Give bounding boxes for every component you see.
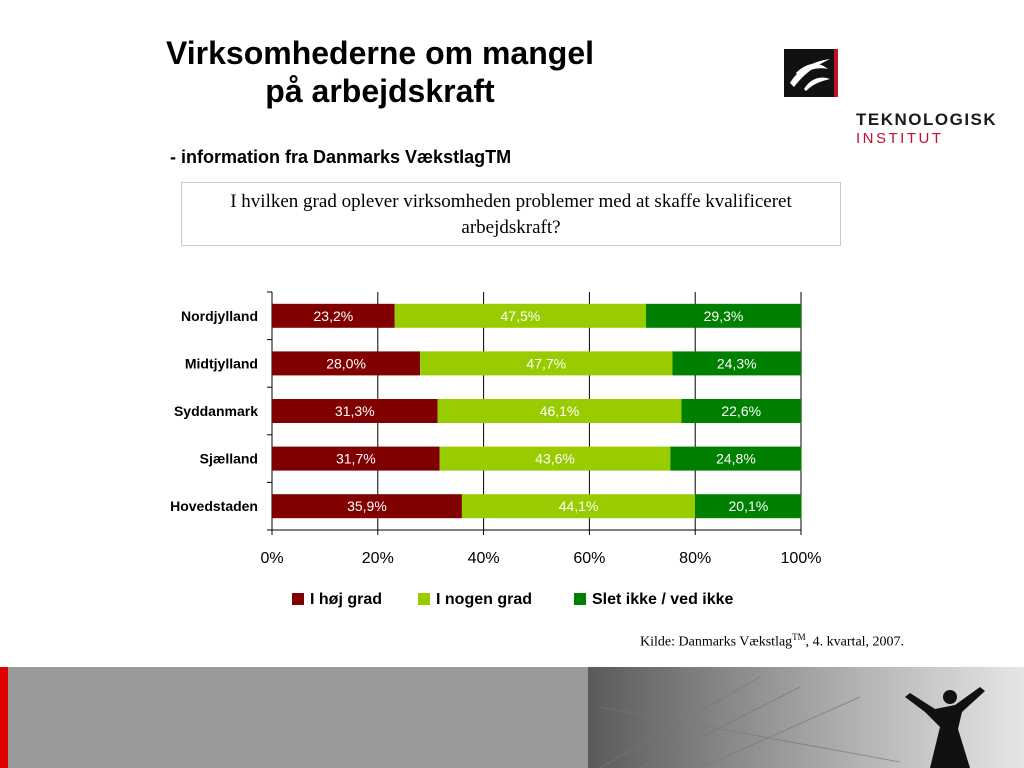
x-tick-label: 80% (679, 550, 711, 567)
data-label: 47,7% (526, 355, 566, 371)
category-label: Hovedstaden (170, 498, 258, 514)
legend-swatch (418, 593, 430, 605)
bar-segment (681, 399, 801, 423)
bar-segment (420, 351, 673, 376)
bar-segment (272, 494, 462, 519)
logo-sub: INSTITUT (856, 130, 944, 147)
page-title: Virksomhederne om mangel på arbejdskraft (100, 34, 660, 110)
bar-segment (646, 303, 801, 328)
data-label: 46,1% (540, 403, 580, 419)
survey-question: I hvilken grad oplever virksomheden prob… (181, 182, 841, 246)
data-label: 24,3% (717, 355, 757, 371)
data-label: 20,1% (729, 498, 769, 514)
title-line-1: Virksomhederne om mangel (166, 35, 594, 71)
bar-segment (670, 446, 802, 471)
bar-segment (695, 494, 802, 519)
category-label: Sjælland (200, 451, 258, 467)
bar-segment (272, 399, 438, 423)
x-tick-label: 100% (781, 550, 822, 567)
data-label: 28,0% (326, 355, 366, 371)
data-label: 35,9% (347, 498, 387, 514)
bar-segment (394, 303, 647, 328)
data-label: 47,5% (501, 308, 541, 324)
bar-segment (437, 399, 682, 423)
footer-banner (0, 667, 1024, 768)
bar-segment (672, 351, 801, 376)
legend-label: Slet ikke / ved ikke (592, 591, 734, 608)
stacked-bar-chart: 0% 20% 40% 60% 80% 100% Nordjylland 23,2% 47,5% 2… (170, 291, 822, 608)
category-label: Midtjylland (185, 355, 258, 371)
category-label: Syddanmark (174, 403, 258, 419)
bar-segment (461, 494, 696, 519)
footer-red-stripe (0, 667, 8, 768)
source-note: Kilde: Danmarks VækstlagTM, 4. kvartal, … (640, 632, 905, 650)
title-line-2: på arbejdskraft (265, 73, 495, 109)
page-subtitle: - information fra Danmarks VækstlagTM (170, 147, 512, 167)
logo-name: TEKNOLOGISK (856, 110, 998, 129)
teknologisk-logo-icon (784, 49, 838, 97)
bar-segment (439, 446, 671, 471)
x-tick-label: 60% (573, 550, 605, 567)
x-tick-label: 20% (362, 550, 394, 567)
category-label: Nordjylland (181, 308, 258, 324)
legend-swatch (574, 593, 586, 605)
data-label: 43,6% (535, 451, 575, 467)
footer-grey-band (8, 667, 588, 768)
data-label: 31,3% (335, 403, 375, 419)
data-label: 44,1% (559, 498, 599, 514)
legend-swatch (292, 593, 304, 605)
data-label: 22,6% (721, 403, 761, 419)
x-tick-label: 0% (260, 550, 283, 567)
bar-segment (272, 351, 421, 376)
bar-segment (272, 303, 395, 328)
legend-label: I høj grad (310, 591, 382, 608)
data-label: 24,8% (716, 451, 756, 467)
x-tick-label: 40% (468, 550, 500, 567)
data-label: 29,3% (704, 308, 744, 324)
person-silhouette-icon (905, 687, 985, 768)
legend-label: I nogen grad (436, 591, 532, 608)
data-label: 31,7% (336, 451, 376, 467)
bar-segment (272, 446, 440, 471)
data-label: 23,2% (314, 308, 354, 324)
